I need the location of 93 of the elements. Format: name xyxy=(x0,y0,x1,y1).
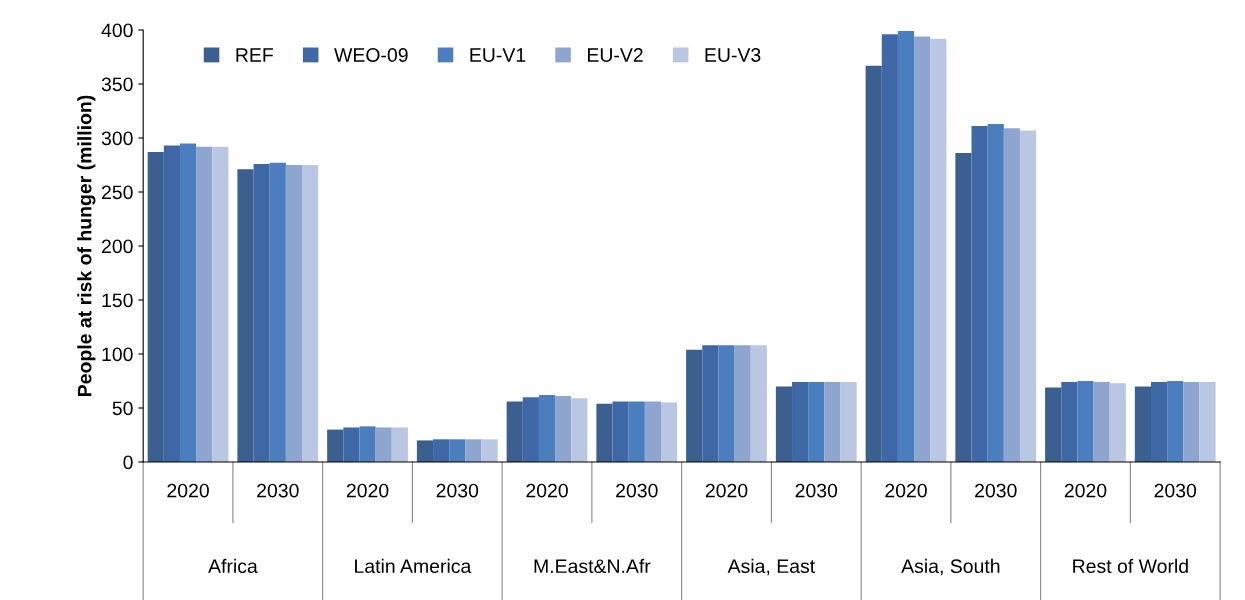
bar xyxy=(750,345,767,462)
bar xyxy=(237,169,254,462)
bar xyxy=(628,401,645,462)
y-tick-label: 400 xyxy=(101,23,133,38)
bar xyxy=(644,401,661,462)
bar xyxy=(179,143,197,462)
x-tick-label: 2030 xyxy=(616,483,658,498)
y-tick-label: 0 xyxy=(123,455,133,470)
bar xyxy=(718,345,735,462)
bar xyxy=(391,427,408,462)
x-tick-label: 2030 xyxy=(257,483,299,498)
bar xyxy=(897,31,915,462)
text: M.East&N.Afr xyxy=(534,558,651,574)
x-tick-label: 2030 xyxy=(795,483,838,498)
bar xyxy=(987,123,1004,462)
y-tick-label: 300 xyxy=(101,131,133,146)
bar xyxy=(506,401,523,462)
bar xyxy=(253,163,270,462)
bar xyxy=(596,403,613,462)
x-tick-label: 2020 xyxy=(885,483,927,498)
bar xyxy=(1061,382,1078,462)
x-tick-label: 2020 xyxy=(526,483,568,498)
x-tick-label: 2020 xyxy=(1064,483,1107,498)
bar xyxy=(522,397,539,462)
bar xyxy=(1019,130,1037,462)
bar xyxy=(163,145,180,462)
y-tick-label: 50 xyxy=(112,401,133,416)
bar xyxy=(147,152,164,462)
bar xyxy=(1003,128,1020,462)
bar xyxy=(285,165,303,462)
bar xyxy=(1134,386,1151,462)
text: Asia, East xyxy=(727,558,816,576)
bar xyxy=(1151,382,1168,462)
bar xyxy=(359,426,376,462)
bar xyxy=(930,38,947,462)
bar xyxy=(302,165,319,462)
bar xyxy=(538,395,556,462)
text: Latin America xyxy=(355,558,472,574)
legend-label: EU-V1 xyxy=(470,48,526,62)
x-tick-label: 2030 xyxy=(1154,483,1197,498)
bar xyxy=(1167,381,1184,462)
bar xyxy=(808,382,825,462)
bar xyxy=(416,440,434,462)
y-tick-label: 200 xyxy=(101,239,133,254)
text: Rest of World xyxy=(1073,558,1188,574)
x-tick-label: 2030 xyxy=(975,483,1017,498)
bar xyxy=(955,153,972,462)
bar xyxy=(571,398,588,462)
bar xyxy=(775,386,793,462)
bar xyxy=(375,427,392,462)
bar xyxy=(465,439,482,462)
legend-label: REF xyxy=(236,48,273,62)
legend-label: WEO-09 xyxy=(334,48,408,62)
bar xyxy=(734,345,751,462)
x-tick-label: 2020 xyxy=(346,483,389,498)
bar xyxy=(433,439,450,462)
bar xyxy=(840,382,857,462)
y-tick-label: 350 xyxy=(101,77,133,92)
bar xyxy=(1183,382,1200,462)
bar xyxy=(971,126,988,462)
y-tick-label: 250 xyxy=(101,185,133,200)
bar xyxy=(196,146,213,462)
bar xyxy=(1199,382,1216,462)
text: Africa xyxy=(208,558,258,574)
x-tick-label: 2020 xyxy=(705,483,748,498)
bar xyxy=(824,382,841,462)
bar xyxy=(1109,383,1126,462)
bar xyxy=(555,396,572,462)
x-tick-label: 2020 xyxy=(167,483,209,498)
bar xyxy=(343,427,360,462)
bar xyxy=(792,382,809,462)
bar xyxy=(881,34,898,462)
legend-label: EU-V2 xyxy=(588,48,643,62)
y-tick-label: 150 xyxy=(102,293,133,308)
bar xyxy=(865,65,882,462)
bar xyxy=(661,402,678,462)
bar xyxy=(1093,382,1110,462)
bar xyxy=(1077,381,1094,462)
bar xyxy=(212,146,229,462)
bar xyxy=(914,36,931,462)
text: Asia, South xyxy=(901,558,1000,576)
y-axis-title: People at risk of hunger (million) xyxy=(77,95,96,396)
bar xyxy=(1045,387,1062,462)
bar xyxy=(481,439,498,462)
legend-label: EU-V3 xyxy=(705,48,761,62)
bar xyxy=(612,401,629,462)
bar xyxy=(702,345,719,462)
bar xyxy=(686,349,703,462)
bar xyxy=(449,439,466,462)
bar xyxy=(327,429,344,462)
bar xyxy=(269,162,286,462)
y-tick-label: 100 xyxy=(102,347,133,362)
x-tick-label: 2030 xyxy=(436,483,479,498)
